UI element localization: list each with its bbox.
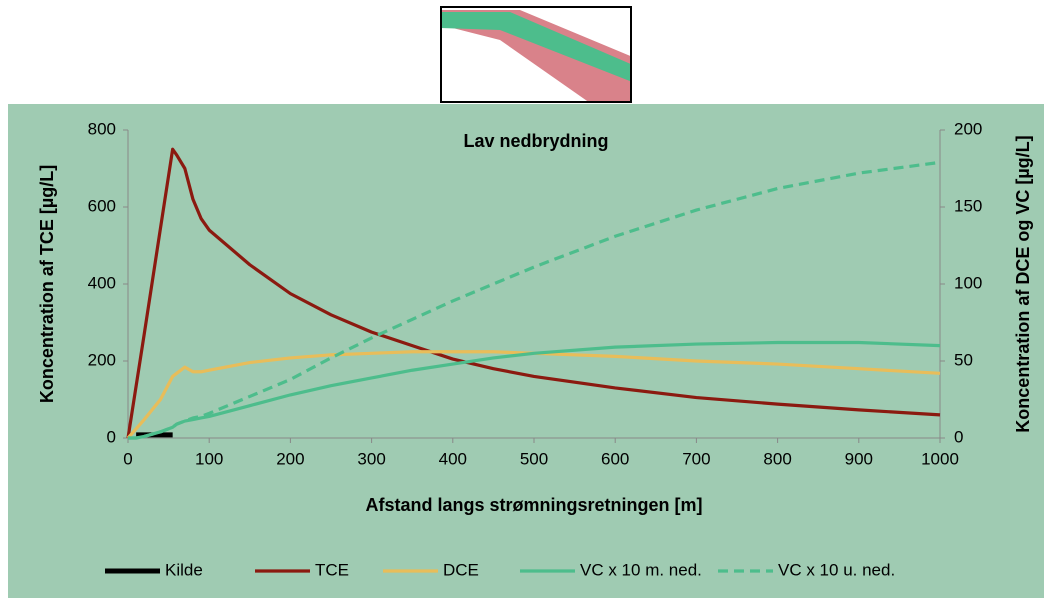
x-tick-label: 100: [195, 449, 223, 468]
y-axis-label: Koncentration af TCE [µg/L]: [37, 165, 57, 403]
x-tick-label: 800: [763, 449, 791, 468]
x-tick-label: 700: [682, 449, 710, 468]
y-tick-label: 600: [88, 196, 116, 215]
x-tick-label: 900: [845, 449, 873, 468]
y-tick-label: 800: [88, 119, 116, 138]
legend-label: VC x 10 m. ned.: [580, 560, 702, 579]
legend-label: VC x 10 u. ned.: [778, 560, 895, 579]
y2-tick-label: 50: [954, 350, 973, 369]
series-line: [126, 147, 941, 439]
x-axis-label: Afstand langs strømningsretningen [m]: [365, 495, 702, 515]
inset-image: [440, 6, 632, 103]
x-tick-label: 400: [439, 449, 467, 468]
x-tick-label: 300: [357, 449, 385, 468]
x-tick-label: 200: [276, 449, 304, 468]
legend-label: DCE: [443, 560, 479, 579]
x-tick-label: 1000: [921, 449, 959, 468]
y-tick-label: 200: [88, 350, 116, 369]
y2-tick-label: 100: [954, 273, 982, 292]
chart-background: [8, 104, 1044, 598]
y-tick-label: 400: [88, 273, 116, 292]
legend-label: TCE: [315, 560, 349, 579]
y2-tick-label: 150: [954, 196, 982, 215]
series-line: [128, 160, 941, 440]
series-line: [126, 350, 941, 440]
y-tick-label: 0: [107, 427, 116, 446]
y2-axis-label: Koncentration af DCE og VC [µg/L]: [1013, 135, 1033, 432]
legend-label: Kilde: [165, 560, 203, 579]
x-tick-label: 0: [123, 449, 132, 468]
x-tick-label: 600: [601, 449, 629, 468]
chart-title: Lav nedbrydning: [463, 131, 608, 151]
y2-tick-label: 0: [954, 427, 963, 446]
x-tick-label: 500: [520, 449, 548, 468]
y2-tick-label: 200: [954, 119, 982, 138]
